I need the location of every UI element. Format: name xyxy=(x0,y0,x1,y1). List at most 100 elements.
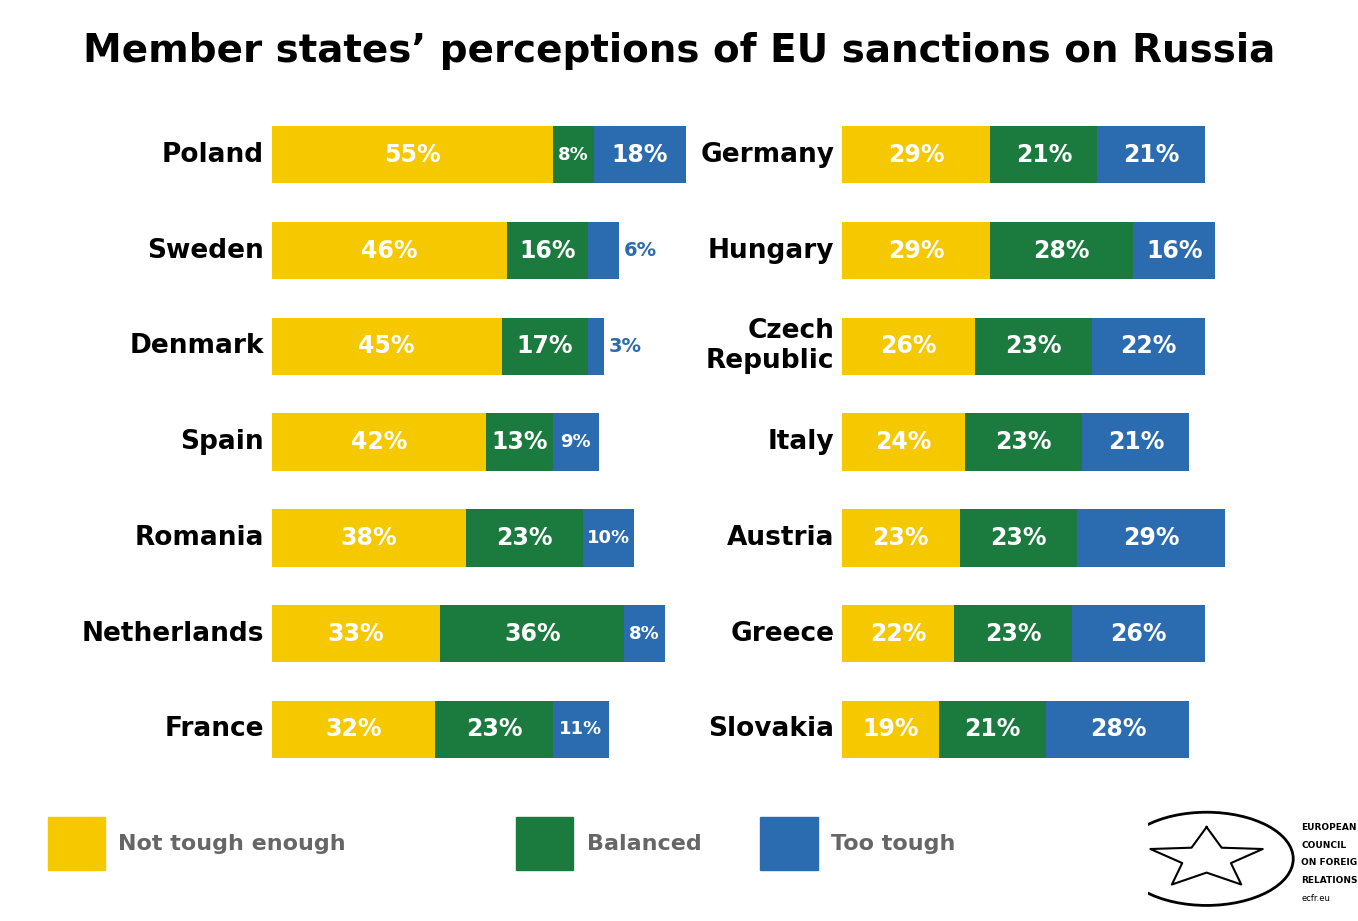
Text: 36%: 36% xyxy=(504,622,561,646)
Text: 32%: 32% xyxy=(325,717,382,741)
Text: 55%: 55% xyxy=(384,143,440,167)
Text: 28%: 28% xyxy=(1033,239,1090,262)
Text: 17%: 17% xyxy=(517,334,573,358)
Text: 11%: 11% xyxy=(559,720,603,739)
Bar xyxy=(842,701,940,758)
Text: Sweden: Sweden xyxy=(147,238,263,263)
Text: Balanced: Balanced xyxy=(587,834,701,854)
Bar xyxy=(584,509,634,566)
Bar xyxy=(964,414,1082,471)
Text: 29%: 29% xyxy=(1123,526,1179,550)
Bar xyxy=(960,509,1077,566)
Bar xyxy=(842,126,990,183)
Bar xyxy=(501,318,588,375)
Bar xyxy=(486,414,553,471)
Text: 29%: 29% xyxy=(888,143,944,167)
Bar xyxy=(272,222,507,279)
Text: 42%: 42% xyxy=(350,430,407,454)
Bar xyxy=(842,318,975,375)
Bar xyxy=(842,605,955,662)
Text: 23%: 23% xyxy=(466,717,523,741)
Bar xyxy=(1047,701,1190,758)
Text: 23%: 23% xyxy=(990,526,1047,550)
Text: 8%: 8% xyxy=(629,624,660,643)
Text: Austria: Austria xyxy=(727,525,834,551)
Text: 18%: 18% xyxy=(611,143,668,167)
Bar xyxy=(272,701,435,758)
Text: 21%: 21% xyxy=(1108,430,1164,454)
Text: 45%: 45% xyxy=(359,334,414,358)
Text: ON FOREIGN: ON FOREIGN xyxy=(1301,857,1358,867)
Bar xyxy=(990,126,1097,183)
Bar xyxy=(435,701,553,758)
Bar xyxy=(842,414,964,471)
Text: Greece: Greece xyxy=(731,621,834,647)
Text: Spain: Spain xyxy=(181,429,263,455)
Bar xyxy=(625,605,665,662)
Bar xyxy=(553,701,608,758)
Bar xyxy=(272,318,501,375)
Text: 6%: 6% xyxy=(625,241,657,260)
Text: RELATIONS: RELATIONS xyxy=(1301,876,1358,884)
Text: 22%: 22% xyxy=(1120,334,1177,358)
Bar xyxy=(593,126,686,183)
Text: EUROPEAN: EUROPEAN xyxy=(1301,822,1357,832)
Bar xyxy=(553,126,593,183)
Text: 3%: 3% xyxy=(608,337,642,356)
Text: Poland: Poland xyxy=(162,142,263,168)
Text: 16%: 16% xyxy=(1146,239,1202,262)
Bar xyxy=(272,126,553,183)
Bar xyxy=(272,605,440,662)
Text: Not tough enough: Not tough enough xyxy=(118,834,346,854)
Text: 23%: 23% xyxy=(496,526,553,550)
Text: Slovakia: Slovakia xyxy=(709,717,834,742)
Bar xyxy=(1092,318,1205,375)
Text: 21%: 21% xyxy=(1123,143,1179,167)
Bar xyxy=(1134,222,1215,279)
Text: 33%: 33% xyxy=(327,622,384,646)
Bar xyxy=(990,222,1134,279)
Bar xyxy=(272,414,486,471)
Text: 21%: 21% xyxy=(964,717,1021,741)
Text: 38%: 38% xyxy=(341,526,397,550)
Bar xyxy=(955,605,1071,662)
Bar xyxy=(1071,605,1205,662)
Bar xyxy=(588,222,619,279)
Text: 22%: 22% xyxy=(870,622,926,646)
Text: COUNCIL: COUNCIL xyxy=(1301,841,1346,849)
Text: Netherlands: Netherlands xyxy=(81,621,263,647)
Bar xyxy=(975,318,1092,375)
Bar xyxy=(842,509,960,566)
Text: 8%: 8% xyxy=(558,146,588,164)
Text: 23%: 23% xyxy=(1005,334,1062,358)
Bar xyxy=(1077,509,1225,566)
Text: 28%: 28% xyxy=(1089,717,1146,741)
Text: 26%: 26% xyxy=(880,334,937,358)
Text: Romania: Romania xyxy=(134,525,263,551)
Bar xyxy=(553,414,599,471)
Text: 10%: 10% xyxy=(588,529,630,547)
Text: Too tough: Too tough xyxy=(831,834,956,854)
Bar xyxy=(440,605,625,662)
Text: 23%: 23% xyxy=(995,430,1051,454)
Text: 29%: 29% xyxy=(888,239,944,262)
Text: ecfr.eu: ecfr.eu xyxy=(1301,893,1329,903)
Text: France: France xyxy=(164,717,263,742)
Text: 23%: 23% xyxy=(872,526,929,550)
Text: 26%: 26% xyxy=(1109,622,1167,646)
Text: 19%: 19% xyxy=(862,717,919,741)
Bar xyxy=(842,222,990,279)
Text: Czech
Republic: Czech Republic xyxy=(706,319,834,374)
Text: 9%: 9% xyxy=(561,433,591,451)
Text: 21%: 21% xyxy=(1016,143,1071,167)
Bar xyxy=(272,509,466,566)
Bar xyxy=(507,222,588,279)
Text: Denmark: Denmark xyxy=(129,333,263,359)
Bar xyxy=(1082,414,1190,471)
Text: 13%: 13% xyxy=(492,430,547,454)
Text: 16%: 16% xyxy=(519,239,576,262)
Bar xyxy=(588,318,604,375)
Text: 46%: 46% xyxy=(361,239,417,262)
Text: 24%: 24% xyxy=(875,430,932,454)
Text: Germany: Germany xyxy=(701,142,834,168)
